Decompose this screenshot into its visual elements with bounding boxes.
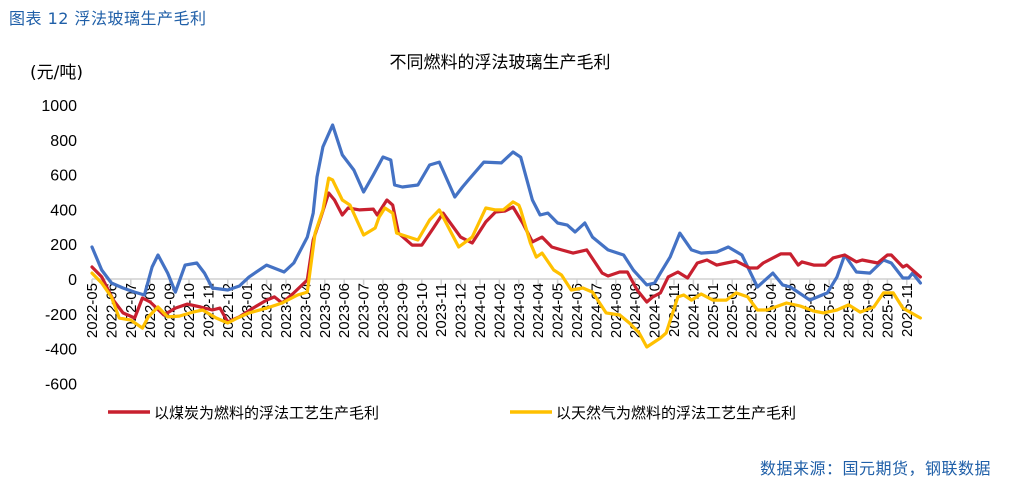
y-tick-label: 800	[50, 133, 77, 150]
x-tick-label: 2025-04	[763, 283, 780, 338]
x-tick-label: 2024-07	[588, 283, 605, 338]
x-tick-label: 2025-02	[724, 283, 741, 338]
x-tick-label: 2023-06	[336, 283, 353, 338]
legend-label-0: 以煤炭为燃料的浮法工艺生产毛利	[154, 404, 379, 422]
x-tick-label: 2023-09	[394, 283, 411, 338]
chart-title: 不同燃料的浮法玻璃生产毛利	[390, 53, 611, 73]
y-tick-label: 200	[50, 237, 77, 254]
figure-label: 图表 12 浮法玻璃生产毛利	[9, 9, 207, 28]
y-tick-label: -600	[45, 376, 77, 393]
y-axis-label: (元/吨)	[30, 63, 83, 83]
x-tick-label: 2023-03	[278, 283, 295, 338]
source-note: 数据来源：国元期货，钢联数据	[759, 459, 991, 478]
x-tick-label: 2024-08	[608, 283, 625, 338]
y-tick-label: 0	[68, 272, 77, 289]
x-tick-label: 2025-10	[879, 283, 896, 338]
legend: 以煤炭为燃料的浮法工艺生产毛利 以天然气为燃料的浮法工艺生产毛利	[108, 404, 796, 422]
x-tick-label: 2022-08	[142, 283, 159, 338]
x-tick-label: 2022-06	[103, 283, 120, 338]
y-axis: 1000 800 600 400 200 0 -200 -400 -600	[41, 98, 77, 393]
x-tick-label: 2024-04	[530, 283, 547, 338]
y-tick-label: 400	[50, 202, 77, 219]
x-tick-label: 2022-05	[84, 283, 101, 338]
x-tick-label: 2025-01	[705, 283, 722, 338]
legend-label-1: 以天然气为燃料的浮法工艺生产毛利	[556, 404, 796, 422]
x-tick-label: 2023-10	[414, 283, 431, 338]
x-tick-label: 2024-02	[491, 283, 508, 338]
x-tick-label: 2023-04	[297, 283, 314, 338]
x-tick-label: 2023-11	[433, 283, 450, 337]
x-tick-label: 2024-06	[569, 283, 586, 338]
y-tick-label: 1000	[41, 98, 77, 115]
x-tick-label: 2025-08	[841, 283, 858, 338]
x-tick-label: 2024-05	[550, 283, 567, 338]
x-tick-label: 2024-12	[685, 283, 702, 338]
series-line-1	[90, 176, 922, 349]
x-tick-label: 2023-05	[317, 283, 334, 338]
x-tick-label: 2022-10	[181, 283, 198, 338]
x-tick-label: 2023-08	[375, 283, 392, 338]
x-tick-label: 2022-12	[220, 283, 237, 338]
x-tick-label: 2025-05	[782, 283, 799, 338]
x-tick-label: 2023-12	[453, 283, 470, 338]
y-tick-label: -200	[45, 307, 77, 324]
x-tick-label: 2024-03	[511, 283, 528, 338]
x-tick-label: 2023-07	[356, 283, 373, 338]
series-lines	[90, 123, 922, 349]
y-tick-label: -400	[45, 342, 77, 359]
y-tick-label: 600	[50, 168, 77, 185]
x-tick-label: 2024-01	[472, 283, 489, 338]
series-line-2	[90, 123, 922, 302]
